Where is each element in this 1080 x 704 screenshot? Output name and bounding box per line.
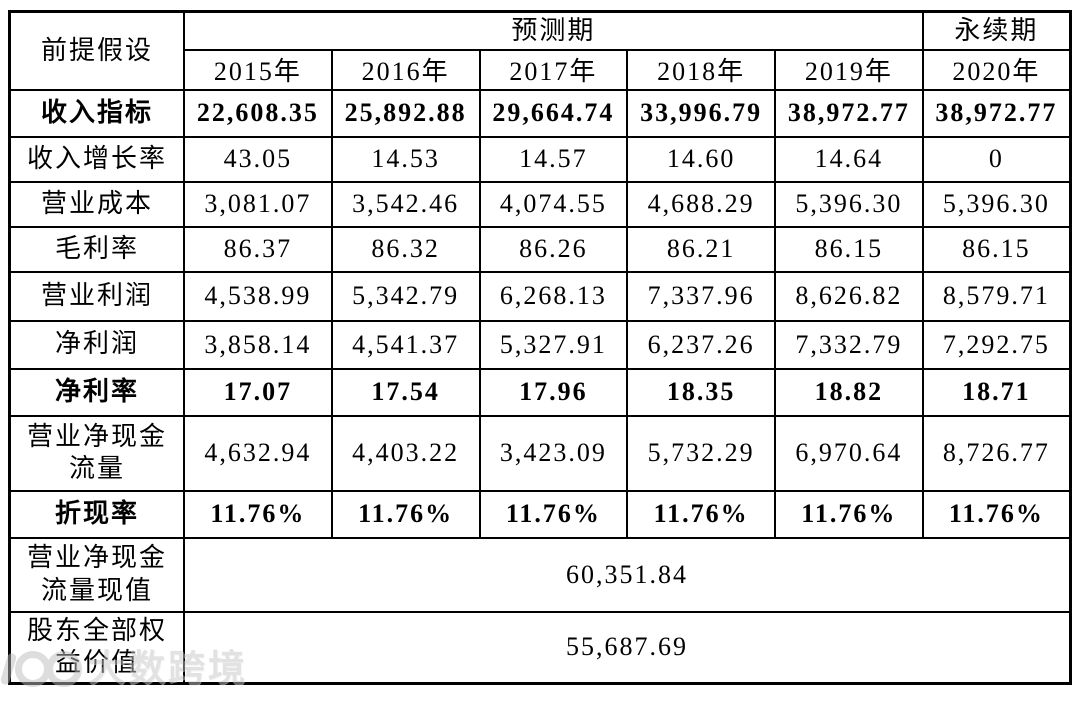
corner-header-cell: 前提假设 — [8, 10, 186, 91]
cell-value: 5,327.91 — [478, 319, 629, 370]
table-row-discount-rate: 折现率 11.76% 11.76% 11.76% 11.76% 11.76% 1… — [8, 489, 1072, 539]
year-header-cell: 2016年 — [330, 48, 481, 91]
cell-value: 86.37 — [183, 225, 333, 273]
table-row-revenue: 收入指标 22,608.35 25,892.88 29,664.74 33,99… — [8, 88, 1072, 138]
row-label: 净利润 — [8, 319, 186, 370]
table-row-revenue-growth: 收入增长率 43.05 14.53 14.57 14.60 14.64 0 — [8, 135, 1072, 183]
cell-value: 11.76% — [330, 489, 481, 539]
summary-value: 60,351.84 — [183, 536, 1072, 613]
row-label: 折现率 — [8, 489, 186, 539]
perpetual-period-header-cell: 永续期 — [921, 10, 1072, 51]
cell-value: 11.76% — [183, 489, 333, 539]
cell-value: 5,396.30 — [773, 180, 924, 228]
cell-value: 3,081.07 — [183, 180, 333, 228]
cell-value: 14.60 — [626, 135, 776, 183]
year-header-cell: 2019年 — [773, 48, 924, 91]
header-row-years: 2015年 2016年 2017年 2018年 2019年 2020年 — [10, 48, 1072, 91]
forecast-period-header-cell: 预测期 — [183, 10, 924, 51]
cell-value: 6,237.26 — [626, 319, 776, 370]
cell-value: 8,579.71 — [921, 270, 1072, 322]
cell-value: 4,688.29 — [626, 180, 776, 228]
row-label: 收入增长率 — [8, 135, 186, 183]
row-label: 营业净现金 流量 — [8, 414, 186, 492]
cell-value: 86.15 — [773, 225, 924, 273]
dcf-valuation-table: 前提假设 预测期 永续期 2015年 2016年 2017年 2018年 201… — [8, 10, 1072, 685]
cell-value: 4,074.55 — [478, 180, 629, 228]
cell-value: 7,337.96 — [626, 270, 776, 322]
cell-value: 4,632.94 — [183, 414, 333, 492]
cell-value: 4,538.99 — [183, 270, 333, 322]
cell-value: 22,608.35 — [183, 88, 333, 138]
row-label: 净利率 — [8, 367, 186, 417]
cell-value: 11.76% — [773, 489, 924, 539]
cell-value: 33,996.79 — [626, 88, 776, 138]
cell-value: 43.05 — [183, 135, 333, 183]
cell-value: 11.76% — [921, 489, 1072, 539]
cell-value: 3,423.09 — [478, 414, 629, 492]
cell-value: 86.21 — [626, 225, 776, 273]
table-row-net-profit: 净利润 3,858.14 4,541.37 5,327.91 6,237.26 … — [8, 319, 1072, 370]
header-row-periods: 前提假设 预测期 永续期 — [8, 10, 1072, 91]
cell-value: 0 — [921, 135, 1072, 183]
cell-value: 18.35 — [626, 367, 776, 417]
cell-value: 8,626.82 — [773, 270, 924, 322]
cell-value: 17.07 — [183, 367, 333, 417]
cell-value: 17.54 — [330, 367, 481, 417]
cell-value: 4,403.22 — [330, 414, 481, 492]
cell-value: 18.82 — [773, 367, 924, 417]
cell-value: 7,332.79 — [773, 319, 924, 370]
cell-value: 86.15 — [921, 225, 1072, 273]
summary-value: 55,687.69 — [183, 610, 1072, 685]
cell-value: 6,970.64 — [773, 414, 924, 492]
table-row-operating-net-cash-flow: 营业净现金 流量 4,632.94 4,403.22 3,423.09 5,73… — [8, 414, 1072, 492]
cell-value: 14.53 — [330, 135, 481, 183]
cell-value: 18.71 — [921, 367, 1072, 417]
cell-value: 11.76% — [626, 489, 776, 539]
cell-value: 7,292.75 — [921, 319, 1072, 370]
summary-row-pv-of-cash-flows: 营业净现金 流量现值 60,351.84 — [8, 536, 1072, 613]
year-header-cell: 2015年 — [183, 48, 333, 91]
table-row-operating-profit: 营业利润 4,538.99 5,342.79 6,268.13 7,337.96… — [8, 270, 1072, 322]
cell-value: 3,542.46 — [330, 180, 481, 228]
cell-value: 8,726.77 — [921, 414, 1072, 492]
row-label: 收入指标 — [8, 88, 186, 138]
row-label: 股东全部权 益价值 — [8, 610, 186, 685]
cell-value: 86.26 — [478, 225, 629, 273]
cell-value: 6,268.13 — [478, 270, 629, 322]
cell-value: 86.32 — [330, 225, 481, 273]
year-header-cell: 2018年 — [626, 48, 776, 91]
table-row-net-margin: 净利率 17.07 17.54 17.96 18.35 18.82 18.71 — [8, 367, 1072, 417]
year-header-cell: 2020年 — [921, 48, 1072, 91]
summary-row-total-equity-value: 股东全部权 益价值 55,687.69 — [8, 610, 1072, 685]
row-label: 毛利率 — [8, 225, 186, 273]
cell-value: 5,396.30 — [921, 180, 1072, 228]
table-row-operating-cost: 营业成本 3,081.07 3,542.46 4,074.55 4,688.29… — [8, 180, 1072, 228]
row-label: 营业利润 — [8, 270, 186, 322]
cell-value: 29,664.74 — [478, 88, 629, 138]
year-header-cell: 2017年 — [478, 48, 629, 91]
cell-value: 14.57 — [478, 135, 629, 183]
cell-value: 5,342.79 — [330, 270, 481, 322]
cell-value: 17.96 — [478, 367, 629, 417]
cell-value: 38,972.77 — [921, 88, 1072, 138]
row-label: 营业成本 — [8, 180, 186, 228]
cell-value: 4,541.37 — [330, 319, 481, 370]
cell-value: 14.64 — [773, 135, 924, 183]
row-label: 营业净现金 流量现值 — [8, 536, 186, 613]
cell-value: 25,892.88 — [330, 88, 481, 138]
cell-value: 5,732.29 — [626, 414, 776, 492]
cell-value: 38,972.77 — [773, 88, 924, 138]
cell-value: 11.76% — [478, 489, 629, 539]
cell-value: 3,858.14 — [183, 319, 333, 370]
table-row-gross-margin: 毛利率 86.37 86.32 86.26 86.21 86.15 86.15 — [8, 225, 1072, 273]
